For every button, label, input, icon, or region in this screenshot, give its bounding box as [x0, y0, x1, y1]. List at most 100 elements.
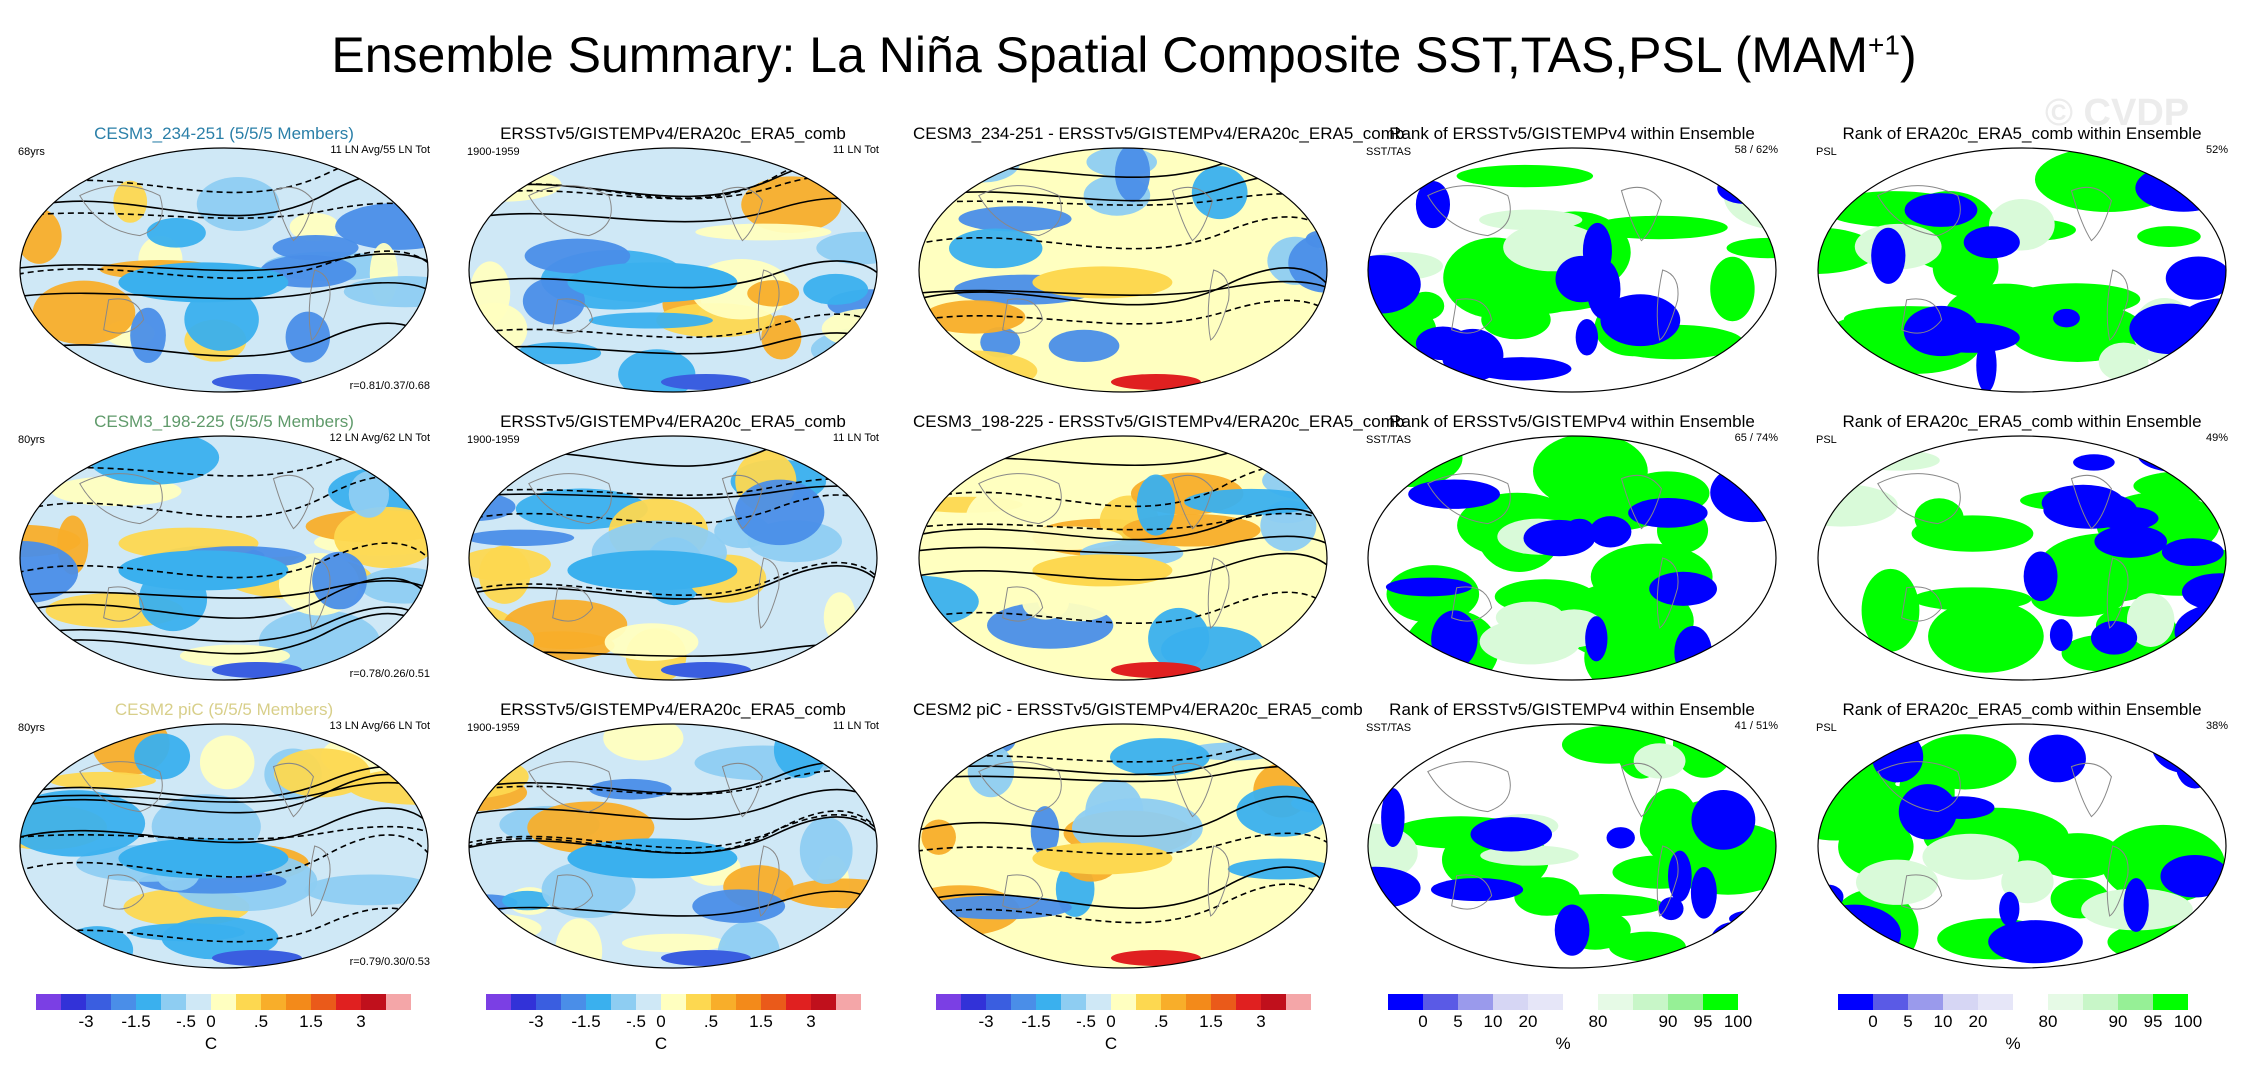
anom-map [19, 147, 429, 393]
colorbar-tick-label: 1.5 [299, 1012, 323, 1031]
rank-high-region [1380, 314, 1430, 392]
continent-outline [308, 269, 331, 341]
anomaly-region [773, 724, 828, 779]
anomaly-region [1227, 858, 1327, 880]
panel-right-label: 58 / 62% [1734, 144, 1778, 156]
anomaly-region [334, 506, 428, 569]
rank-low-region [1523, 519, 1596, 557]
psl-contour [469, 890, 877, 917]
colorbar-tick-label: .5 [1153, 1012, 1169, 1031]
map-panel-1-1: CESM3_234-251 (5/5/5 Members) 68yrs 11 LN … [14, 124, 434, 394]
enso-cold-tongue [567, 262, 738, 303]
rank-low-region [2123, 878, 2149, 932]
rank-high-region [1514, 877, 1580, 916]
rank-high-region [1456, 164, 1594, 188]
colorbar-segment [661, 994, 686, 1010]
rank-low-region [2053, 308, 2080, 328]
rank-low-region [1988, 920, 2083, 964]
map-border [468, 147, 878, 393]
anomaly-region [503, 599, 628, 650]
colorbar-segment [1161, 994, 1186, 1010]
rank-low-region [1368, 255, 1421, 314]
anomaly-region [1236, 785, 1327, 837]
rank-low-region [1600, 294, 1681, 347]
colorbar-segment [611, 994, 636, 1010]
anomaly-region [391, 447, 426, 475]
psl-contour [469, 761, 877, 795]
rank-map [1817, 723, 2227, 969]
colorbar-segment [586, 994, 611, 1010]
map-border [19, 723, 429, 969]
psl-contour [919, 280, 1327, 296]
panel-left-label: 80yrs [18, 434, 45, 446]
panel-right-label: 13 LN Avg/66 LN Tot [329, 720, 431, 732]
anomaly-region [1265, 724, 1327, 765]
colorbar-segment [1563, 994, 1598, 1010]
map-border [918, 435, 1328, 681]
colorbar-segment [686, 994, 711, 1010]
rank-high-region [1726, 237, 1776, 259]
continent-outline [978, 473, 1062, 525]
rank-mid-region [2001, 860, 2054, 904]
rank-map [1367, 723, 1777, 969]
colorbar-tick-label: 10 [1933, 1012, 1953, 1031]
rank-map [1817, 435, 2227, 681]
rank-mid-region [2126, 593, 2175, 647]
map-border [1817, 435, 2227, 681]
continent-outline [1656, 845, 1679, 917]
map-panel-1-2: ERSSTv5/GISTEMPv4/ERA20c_ERA5_comb 1900-1… [463, 124, 883, 394]
antarctic-anomaly [211, 950, 302, 966]
continent-outline [1207, 269, 1230, 341]
colorbar-segment [1261, 994, 1286, 1010]
anomaly-region [695, 223, 832, 241]
rank-low-region [2135, 163, 2226, 212]
panel-title: CESM3_234-251 - ERSSTv5/GISTEMPv4/ERA20c… [913, 124, 1405, 143]
pattern-correlation: r=0.81/0.37/0.68 [349, 380, 430, 392]
colorbar-segment [986, 994, 1011, 1010]
anom-map [468, 435, 878, 681]
colorbar-segment [1943, 994, 1978, 1010]
anomaly-region [134, 733, 191, 780]
map-panel-1-4: Rank of ERSSTv5/GISTEMPv4 within Ensembl… [1362, 124, 1782, 394]
psl-contour [919, 216, 1327, 250]
rank-high-region [1912, 587, 2032, 611]
colorbar-segment [36, 994, 61, 1010]
anomaly-region [1022, 585, 1070, 620]
continent-outline [1877, 185, 1961, 237]
anomaly-region [478, 545, 531, 604]
rank-low-region [1430, 878, 1524, 902]
colorbar-segment [1423, 994, 1458, 1010]
colorbar-segment [186, 994, 211, 1010]
psl-contour [20, 250, 428, 279]
antarctic-anomaly [660, 662, 751, 678]
rank-low-region [1585, 616, 1608, 662]
psl-contour [469, 810, 877, 854]
colorbar-unit: C [1104, 1034, 1118, 1053]
rank-low-region [2161, 538, 2224, 567]
continent-outline [757, 845, 780, 917]
pattern-correlation: r=0.79/0.30/0.53 [349, 956, 430, 968]
enso-cold-tongue [118, 262, 289, 303]
anomaly-region [816, 231, 877, 265]
rank-map [1367, 147, 1777, 393]
continent-outline [1207, 845, 1230, 917]
continent-outline [308, 845, 331, 917]
continent-outline [79, 473, 163, 525]
anomaly-region [717, 921, 781, 968]
colorbar-segment [1086, 994, 1111, 1010]
psl-contour [919, 883, 1327, 924]
rank-low-region [1999, 891, 2020, 927]
panel-title: CESM3_234-251 (5/5/5 Members) [94, 124, 354, 143]
colorbar-tick-label: 0 [1106, 1012, 1116, 1031]
panel-left-label: SST/TAS [1366, 722, 1412, 734]
anom-map [19, 435, 429, 681]
colorbar-segment [1011, 994, 1036, 1010]
anomaly-region [965, 488, 1036, 554]
rank-low-region [1408, 479, 1501, 509]
map-panel-3-3: CESM2 piC - ERSSTv5/GISTEMPv4/ERA20c_ERA… [913, 700, 1363, 970]
anomaly-region [20, 148, 46, 205]
antarctic-anomaly [660, 374, 751, 390]
psl-contour [469, 155, 877, 200]
rank-high-region [1407, 291, 1445, 321]
continent-outline [757, 269, 780, 341]
